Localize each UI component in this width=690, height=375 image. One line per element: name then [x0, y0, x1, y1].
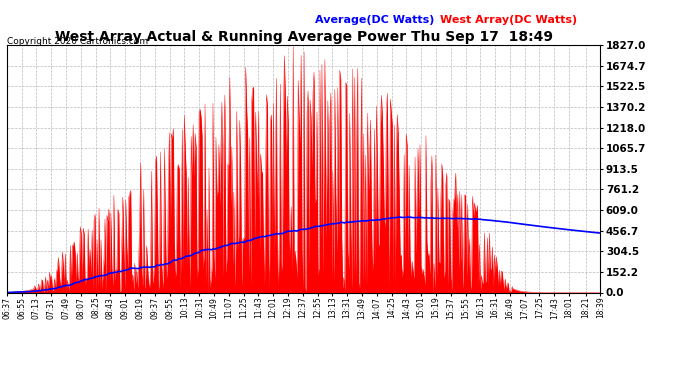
Title: West Array Actual & Running Average Power Thu Sep 17  18:49: West Array Actual & Running Average Powe… — [55, 30, 553, 44]
Text: West Array(DC Watts): West Array(DC Watts) — [440, 15, 578, 25]
Text: Copyright 2020 Cartronics.com: Copyright 2020 Cartronics.com — [7, 38, 148, 46]
Text: Average(DC Watts): Average(DC Watts) — [315, 15, 435, 25]
